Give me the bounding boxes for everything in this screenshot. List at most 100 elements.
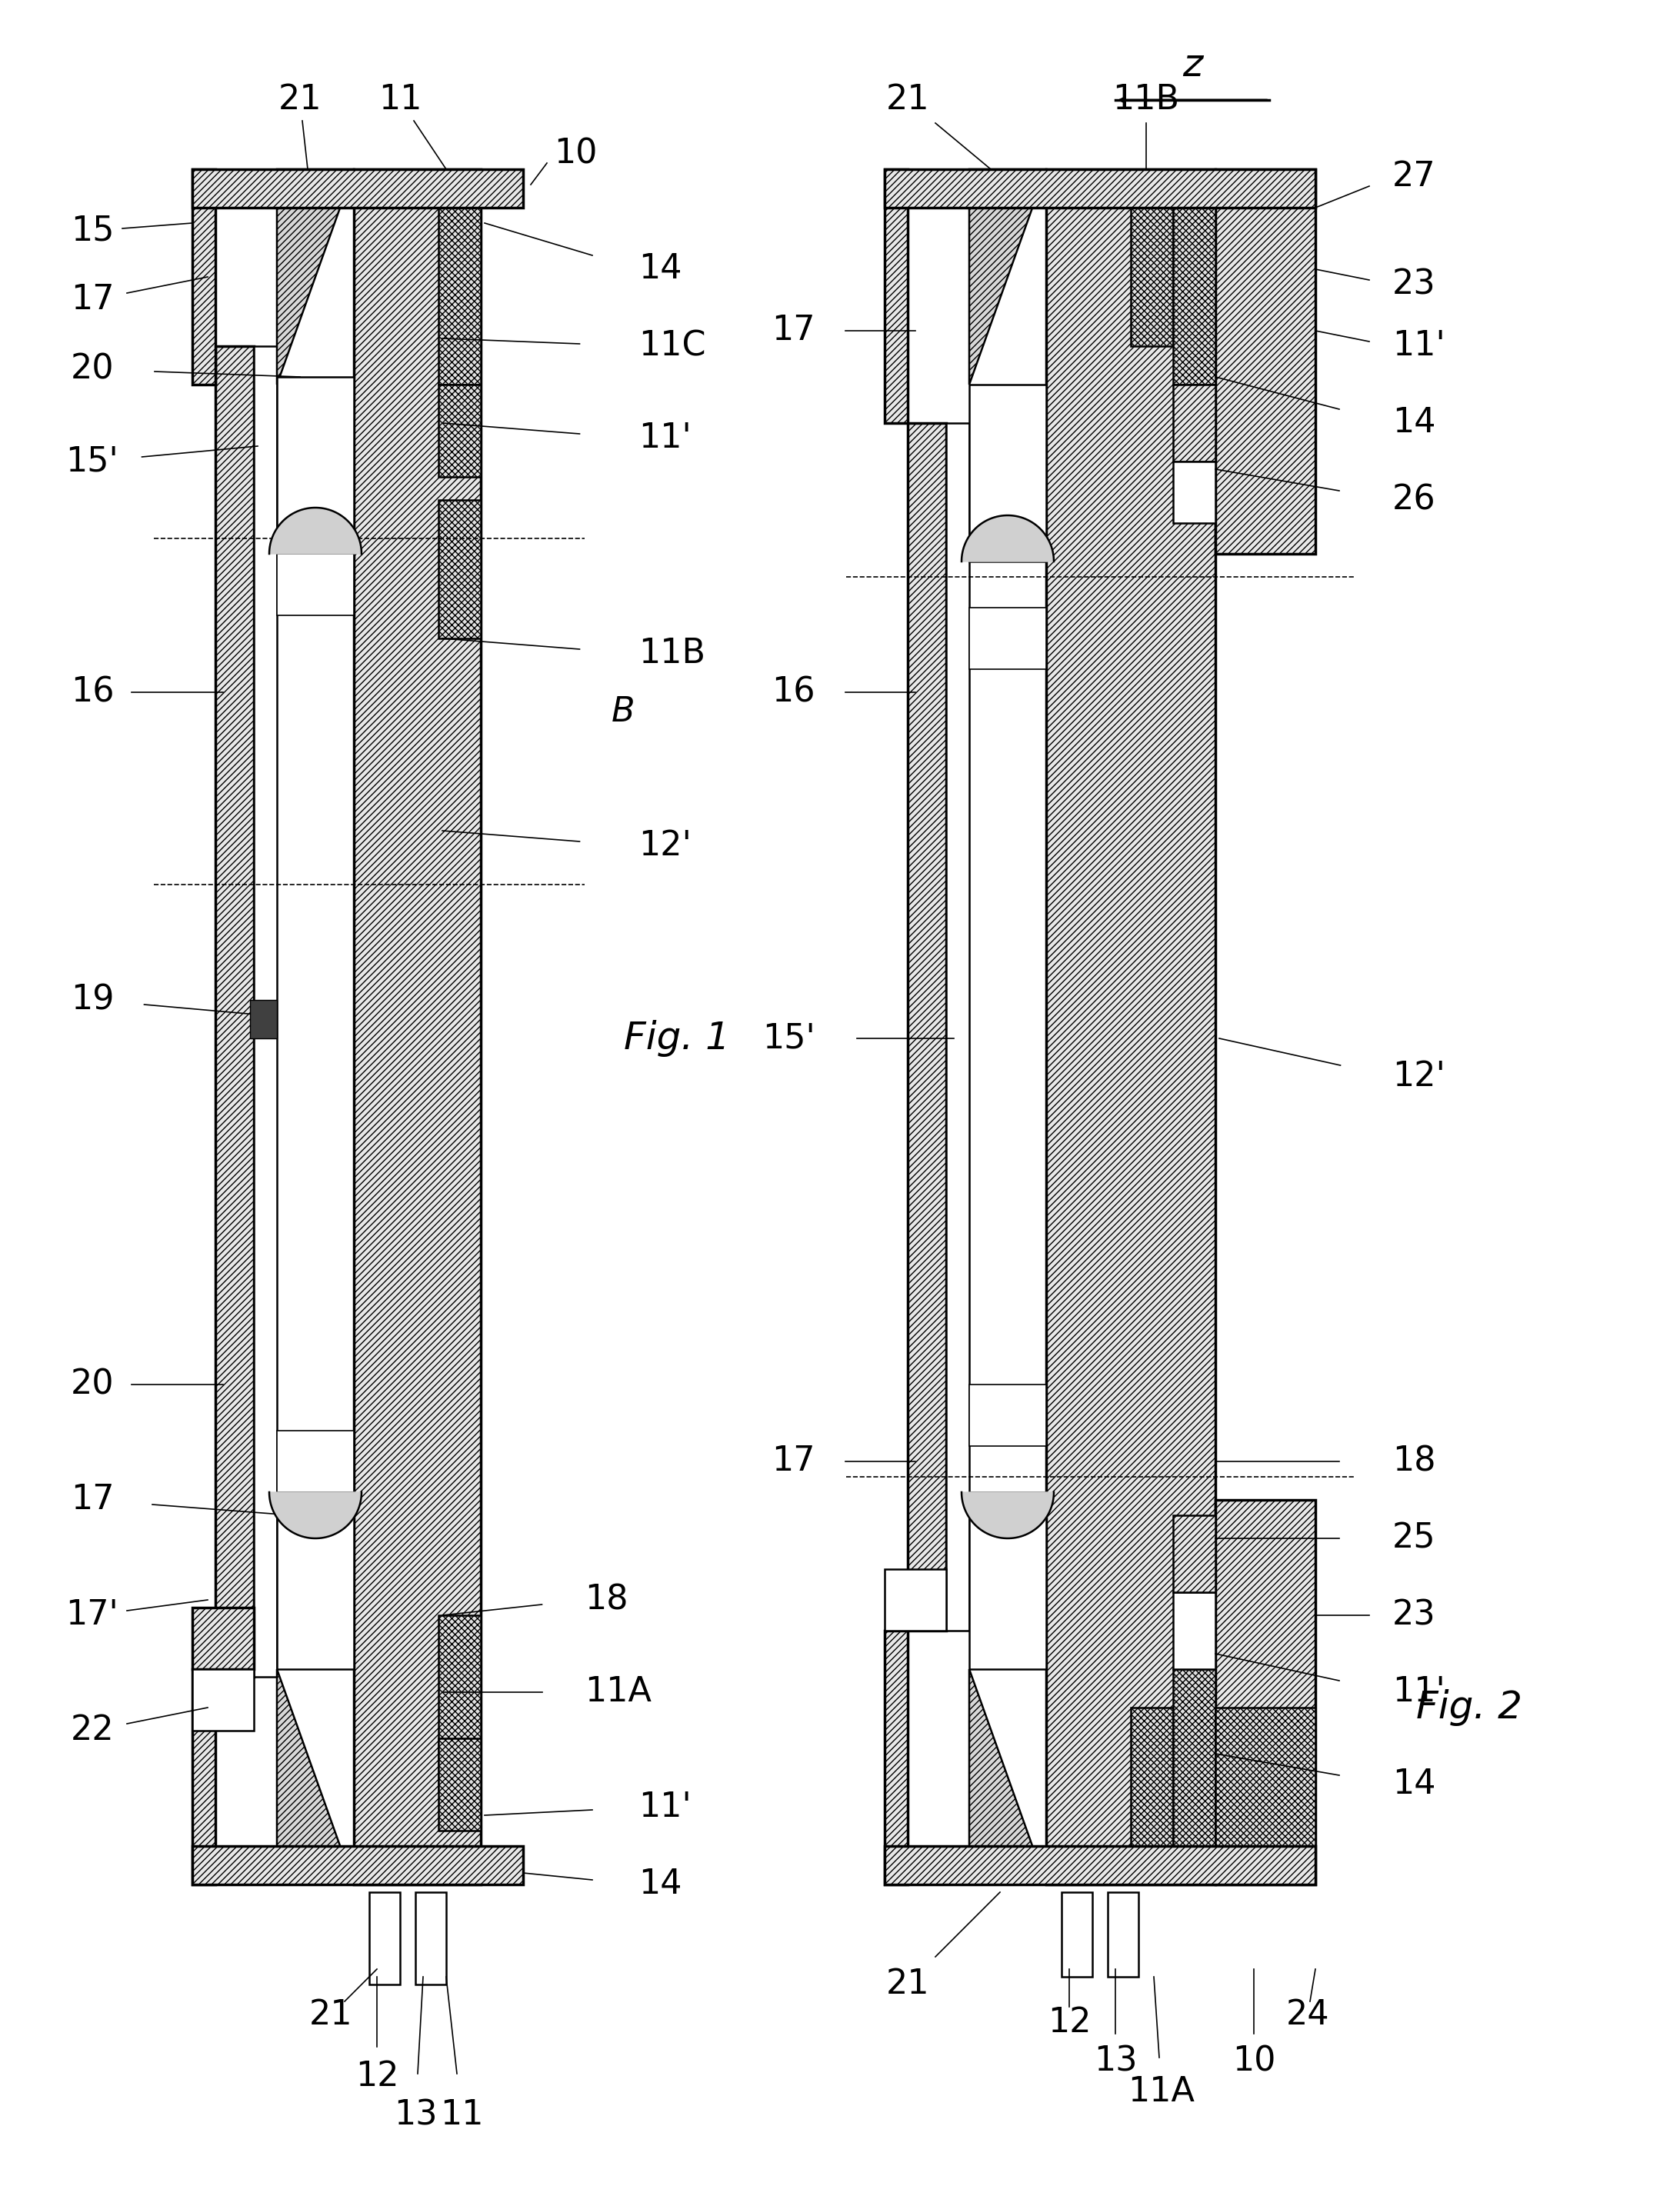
Text: 14: 14 bbox=[1393, 406, 1436, 439]
Bar bbox=[969, 384, 1047, 563]
Bar bbox=[907, 424, 946, 1630]
Bar bbox=[1173, 1593, 1215, 1670]
Text: 10: 10 bbox=[1231, 2045, 1275, 2078]
Text: 25: 25 bbox=[1393, 1522, 1436, 1555]
Text: 20: 20 bbox=[71, 353, 114, 386]
Text: 19: 19 bbox=[71, 984, 114, 1017]
Bar bbox=[1215, 170, 1315, 554]
Text: 21: 21 bbox=[885, 1968, 929, 2001]
Text: 24: 24 bbox=[1285, 1999, 1329, 2032]
Bar bbox=[1215, 1500, 1315, 1884]
Bar bbox=[1173, 1670, 1215, 1846]
Text: 12: 12 bbox=[354, 2060, 398, 2093]
Text: B: B bbox=[612, 695, 635, 728]
Text: 13: 13 bbox=[393, 2098, 437, 2131]
Bar bbox=[946, 424, 969, 1630]
Text: 21: 21 bbox=[885, 84, 929, 117]
Bar bbox=[215, 346, 254, 1677]
Bar bbox=[1173, 461, 1215, 523]
Bar bbox=[277, 1432, 354, 1491]
Text: 17: 17 bbox=[771, 1445, 815, 1478]
Bar bbox=[1131, 1707, 1173, 1884]
Text: 26: 26 bbox=[1393, 483, 1436, 516]
Bar bbox=[969, 607, 1047, 668]
Bar bbox=[370, 1893, 400, 1985]
Text: 21: 21 bbox=[279, 84, 323, 117]
Text: 11': 11' bbox=[638, 421, 692, 454]
Text: 12': 12' bbox=[1393, 1061, 1445, 1094]
Polygon shape bbox=[961, 516, 1053, 563]
Bar bbox=[438, 501, 480, 638]
Bar bbox=[1047, 170, 1215, 1884]
Text: z: z bbox=[1183, 46, 1203, 84]
Text: 17: 17 bbox=[71, 282, 114, 315]
Text: 21: 21 bbox=[309, 1999, 353, 2032]
Bar bbox=[192, 170, 522, 207]
Bar bbox=[415, 1893, 447, 1985]
Bar bbox=[885, 1630, 907, 1884]
Bar bbox=[354, 170, 480, 1884]
Bar bbox=[438, 384, 480, 476]
Text: 23: 23 bbox=[1393, 1599, 1436, 1632]
Text: 14: 14 bbox=[638, 1868, 682, 1902]
Text: 27: 27 bbox=[1393, 161, 1436, 194]
Text: 20: 20 bbox=[71, 1368, 114, 1401]
Text: 14: 14 bbox=[638, 254, 682, 287]
Bar bbox=[1131, 170, 1173, 346]
Bar bbox=[1173, 207, 1215, 384]
Bar bbox=[1215, 1707, 1315, 1884]
Text: 15': 15' bbox=[66, 446, 119, 479]
Bar bbox=[192, 1670, 215, 1884]
Text: 17': 17' bbox=[66, 1599, 119, 1632]
Polygon shape bbox=[269, 1491, 361, 1538]
Text: 11C: 11C bbox=[638, 329, 706, 362]
Bar bbox=[969, 1385, 1047, 1447]
Bar bbox=[250, 999, 277, 1039]
Text: 17: 17 bbox=[71, 1482, 114, 1516]
Bar bbox=[438, 1615, 480, 1791]
Text: 10: 10 bbox=[554, 137, 598, 170]
Bar bbox=[192, 170, 215, 384]
Bar bbox=[192, 1846, 522, 1884]
Bar bbox=[438, 1738, 480, 1831]
Text: 11': 11' bbox=[1393, 1677, 1445, 1710]
Bar bbox=[885, 170, 1315, 207]
Bar bbox=[969, 1491, 1047, 1670]
Polygon shape bbox=[969, 170, 1047, 384]
Polygon shape bbox=[969, 1670, 1047, 1884]
Text: 11A: 11A bbox=[585, 1677, 652, 1710]
Bar bbox=[277, 377, 354, 554]
Bar bbox=[192, 1670, 254, 1732]
Text: 11B: 11B bbox=[638, 638, 706, 671]
Text: 15: 15 bbox=[71, 214, 114, 247]
Text: 13: 13 bbox=[1094, 2045, 1137, 2078]
Bar bbox=[1107, 1893, 1139, 1977]
Bar bbox=[885, 170, 907, 424]
Polygon shape bbox=[277, 170, 354, 384]
Text: 16: 16 bbox=[771, 675, 815, 708]
Polygon shape bbox=[269, 507, 361, 554]
Text: 23: 23 bbox=[1393, 269, 1436, 302]
Text: 17: 17 bbox=[771, 313, 815, 346]
Text: Fig. 2: Fig. 2 bbox=[1416, 1690, 1522, 1725]
Bar bbox=[885, 1846, 1315, 1884]
Text: 18: 18 bbox=[1393, 1445, 1436, 1478]
Bar bbox=[277, 554, 354, 615]
Bar bbox=[254, 346, 277, 1677]
Text: 12: 12 bbox=[1047, 2007, 1090, 2041]
Bar bbox=[438, 170, 480, 384]
Bar bbox=[192, 1608, 254, 1670]
Text: 11: 11 bbox=[378, 84, 422, 117]
Text: 11': 11' bbox=[638, 1791, 692, 1824]
Bar bbox=[1173, 1516, 1215, 1593]
Bar bbox=[1062, 1893, 1092, 1977]
Text: 16: 16 bbox=[71, 675, 114, 708]
Bar bbox=[885, 1568, 946, 1630]
Text: Fig. 1: Fig. 1 bbox=[623, 1019, 731, 1057]
Bar bbox=[1173, 384, 1215, 461]
Text: 15': 15' bbox=[763, 1021, 815, 1054]
Text: 11B: 11B bbox=[1112, 84, 1179, 117]
Text: 11A: 11A bbox=[1127, 2076, 1194, 2109]
Polygon shape bbox=[277, 1670, 354, 1884]
Text: 22: 22 bbox=[71, 1714, 114, 1747]
